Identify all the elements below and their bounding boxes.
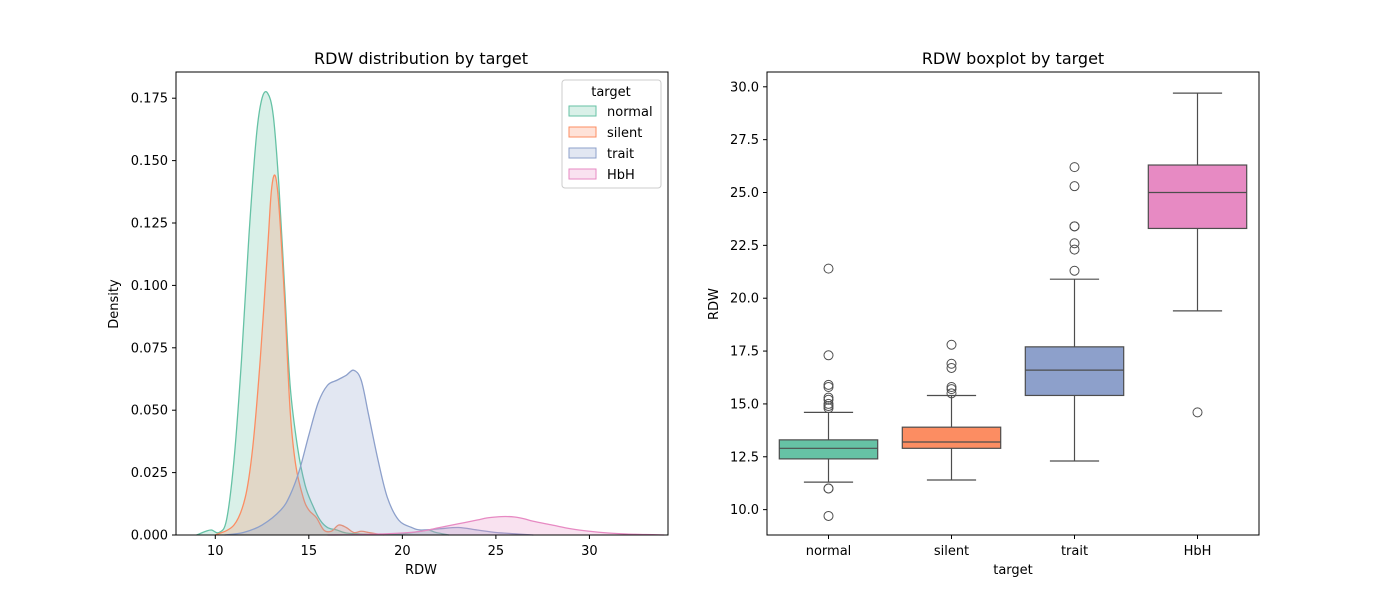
boxplot-y-tick-label: 10.0 bbox=[730, 503, 759, 518]
boxplot-y-axis: 10.0 12.5 15.0 17.5 20.0 22.5 25.0 27.5 30.0 bbox=[730, 80, 767, 518]
outlier-point bbox=[946, 358, 957, 369]
outlier-point bbox=[1192, 407, 1203, 418]
density-x-tick-label: 10 bbox=[207, 544, 224, 559]
boxplot-marks bbox=[778, 92, 1248, 521]
outlier-point bbox=[823, 398, 834, 409]
outlier-point bbox=[823, 382, 834, 393]
boxplot-y-tick-label: 20.0 bbox=[730, 292, 759, 307]
outlier-point bbox=[1069, 181, 1080, 192]
outlier-point bbox=[1069, 162, 1080, 173]
boxplot-x-tick-label: silent bbox=[934, 544, 969, 559]
density-y-tick-label: 0.025 bbox=[131, 466, 168, 481]
boxplot-y-tick-label: 15.0 bbox=[730, 397, 759, 412]
density-y-axis: 0.000 0.025 0.050 0.075 0.100 0.125 0.150 0.175 bbox=[131, 92, 176, 544]
outlier-point bbox=[1069, 238, 1080, 249]
outlier-point bbox=[946, 382, 957, 393]
density-area-trait bbox=[224, 370, 534, 535]
density-y-tick-label: 0.100 bbox=[131, 279, 168, 294]
boxplot-y-tick-label: 22.5 bbox=[730, 239, 759, 254]
density-y-tick-label: 0.125 bbox=[131, 217, 168, 232]
legend-label-normal: normal bbox=[607, 105, 653, 120]
density-area-normal bbox=[196, 91, 450, 536]
legend-swatch-hbh bbox=[568, 168, 597, 180]
boxplot-y-tick-label: 30.0 bbox=[730, 80, 759, 95]
density-x-axis: 10 15 20 25 30 bbox=[207, 535, 598, 559]
density-area-silent bbox=[215, 174, 384, 535]
density-legend: target normal silent trait HbH bbox=[561, 79, 662, 189]
density-chart: RDW distribution by target 10 15 20 25 30 0.… bbox=[107, 49, 669, 578]
boxplot-y-tick-label: 27.5 bbox=[730, 133, 759, 148]
box-normal bbox=[778, 439, 879, 460]
density-line-silent bbox=[214, 174, 384, 536]
density-y-tick-label: 0.150 bbox=[131, 154, 168, 169]
legend-label-hbh: HbH bbox=[607, 168, 635, 183]
density-y-tick-label: 0.000 bbox=[131, 529, 168, 544]
boxplot-chart: RDW boxplot by target normal silent trait H… bbox=[707, 49, 1260, 578]
outlier-point bbox=[946, 339, 957, 350]
density-y-tick-label: 0.075 bbox=[131, 341, 168, 356]
outlier-point bbox=[1069, 221, 1080, 232]
legend-swatch-silent bbox=[568, 126, 597, 138]
legend-swatch-trait bbox=[568, 147, 597, 159]
box-silent bbox=[901, 426, 1002, 449]
outlier-point bbox=[823, 379, 834, 390]
outlier-point bbox=[1069, 265, 1080, 276]
density-chart-title: RDW distribution by target bbox=[314, 49, 528, 68]
boxplot-chart-title: RDW boxplot by target bbox=[922, 49, 1104, 68]
boxplot-y-tick-label: 12.5 bbox=[730, 450, 759, 465]
boxplot-y-tick-label: 17.5 bbox=[730, 345, 759, 360]
legend-title: target bbox=[591, 85, 631, 100]
outlier-point bbox=[1069, 244, 1080, 255]
density-y-label: Density bbox=[107, 279, 122, 329]
legend-swatch-normal bbox=[568, 105, 597, 117]
boxplot-x-axis: normal silent trait HbH bbox=[806, 535, 1212, 559]
outlier-point bbox=[823, 392, 834, 403]
density-areas bbox=[196, 91, 665, 536]
boxplot-plot-frame bbox=[766, 71, 1260, 536]
boxplot-x-tick-label: HbH bbox=[1184, 544, 1212, 559]
density-line-trait bbox=[224, 369, 534, 536]
density-x-tick-label: 25 bbox=[488, 544, 505, 559]
boxplot-y-label: RDW bbox=[707, 288, 722, 320]
outlier-point bbox=[823, 263, 834, 274]
density-y-tick-label: 0.050 bbox=[131, 404, 168, 419]
outlier-point bbox=[823, 483, 834, 494]
legend-frame bbox=[561, 79, 662, 189]
box-trait bbox=[1024, 346, 1125, 397]
legend-label-silent: silent bbox=[607, 126, 642, 141]
boxplot-x-tick-label: trait bbox=[1061, 544, 1088, 559]
boxplot-y-tick-label: 25.0 bbox=[730, 186, 759, 201]
density-plot-frame bbox=[175, 71, 669, 536]
legend-label-trait: trait bbox=[607, 147, 634, 162]
boxplot-x-tick-label: normal bbox=[806, 544, 852, 559]
density-x-label: RDW bbox=[405, 563, 437, 578]
outlier-point bbox=[823, 510, 834, 521]
boxplot-x-label: target bbox=[993, 563, 1033, 578]
density-x-tick-label: 15 bbox=[301, 544, 318, 559]
outlier-point bbox=[946, 362, 957, 373]
box-hbh bbox=[1147, 164, 1248, 230]
density-x-tick-label: 30 bbox=[581, 544, 598, 559]
density-line-hbh bbox=[327, 515, 665, 536]
outlier-point bbox=[946, 388, 957, 399]
density-x-tick-label: 20 bbox=[394, 544, 411, 559]
density-y-tick-label: 0.175 bbox=[131, 92, 168, 107]
outlier-point bbox=[823, 350, 834, 361]
